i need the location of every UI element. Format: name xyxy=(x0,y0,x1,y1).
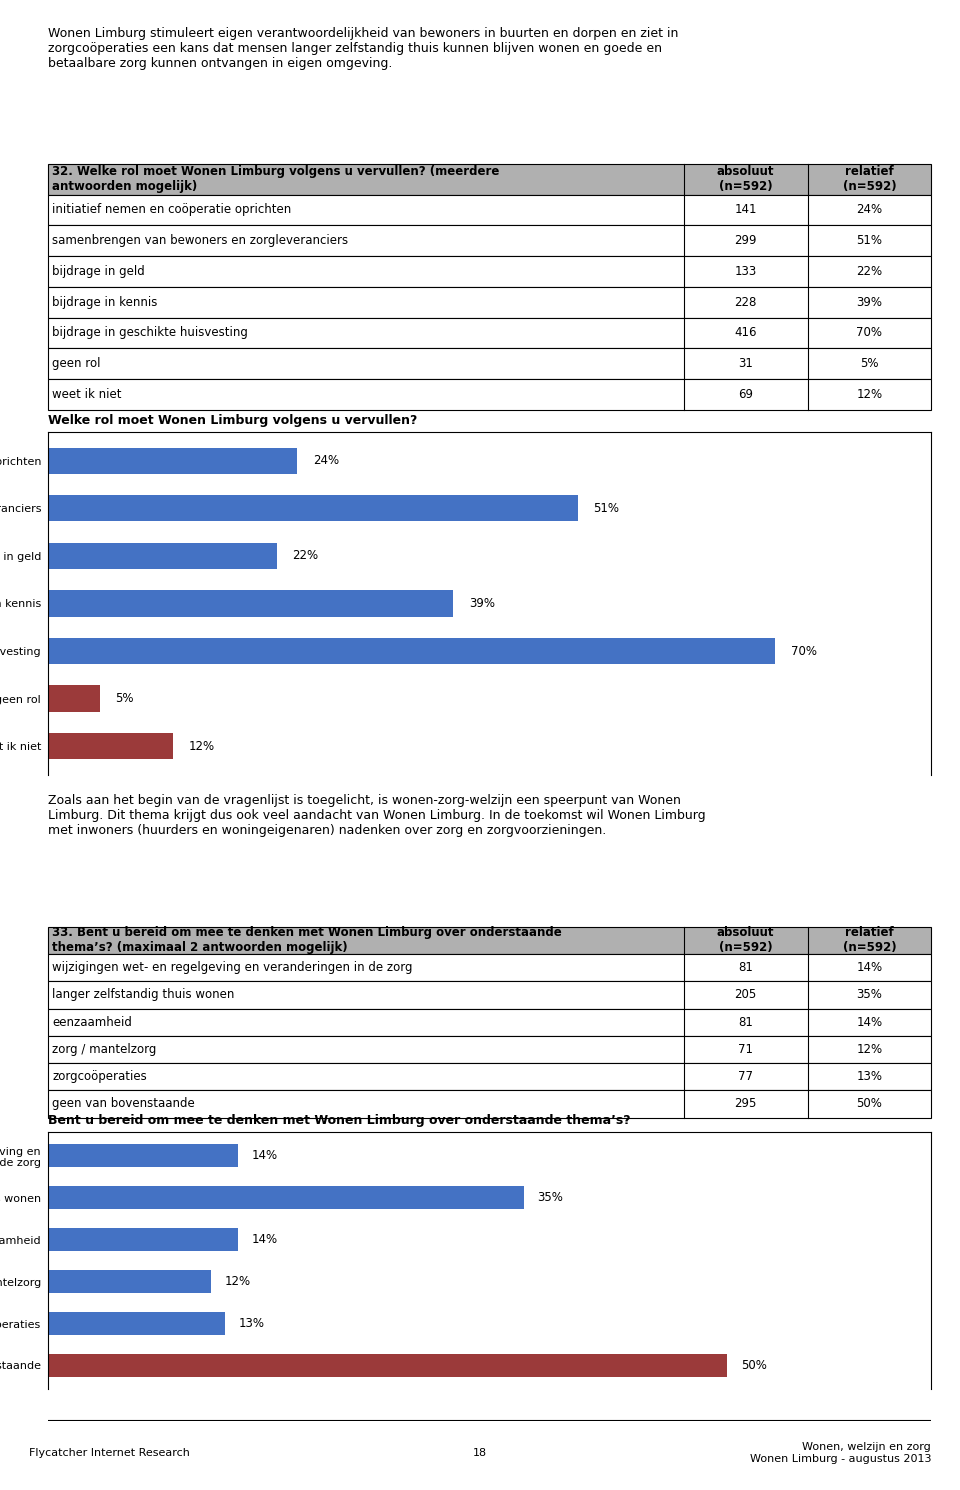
Text: 295: 295 xyxy=(734,1097,756,1110)
Text: 299: 299 xyxy=(734,234,757,247)
Text: 14%: 14% xyxy=(252,1234,278,1246)
Bar xyxy=(48,288,931,317)
Text: 77: 77 xyxy=(738,1070,754,1083)
Text: relatief
(n=592): relatief (n=592) xyxy=(843,927,897,955)
Text: 12%: 12% xyxy=(188,739,214,752)
Text: 22%: 22% xyxy=(292,550,319,562)
Text: 416: 416 xyxy=(734,326,757,340)
Text: samenbrengen van bewoners en zorgleveranciers: samenbrengen van bewoners en zorgleveran… xyxy=(53,234,348,247)
Text: 70%: 70% xyxy=(791,645,817,657)
Bar xyxy=(48,954,931,982)
Bar xyxy=(48,1354,728,1377)
Text: 141: 141 xyxy=(734,204,757,216)
Bar xyxy=(48,317,931,349)
Text: 50%: 50% xyxy=(856,1097,882,1110)
Text: 18: 18 xyxy=(473,1448,487,1459)
Bar xyxy=(48,927,931,954)
Text: 14%: 14% xyxy=(252,1149,278,1162)
Text: 14%: 14% xyxy=(856,1016,882,1028)
Text: Wonen, welzijn en zorg
Wonen Limburg - augustus 2013: Wonen, welzijn en zorg Wonen Limburg - a… xyxy=(750,1442,931,1463)
Text: 81: 81 xyxy=(738,1016,754,1028)
Bar xyxy=(48,378,931,410)
Text: 14%: 14% xyxy=(856,961,882,974)
Text: relatief
(n=592): relatief (n=592) xyxy=(843,165,897,194)
Text: 50%: 50% xyxy=(741,1359,767,1372)
Bar xyxy=(48,447,298,474)
Bar xyxy=(48,225,931,256)
Text: geen rol: geen rol xyxy=(53,358,101,370)
Text: bijdrage in kennis: bijdrage in kennis xyxy=(53,295,157,308)
Bar xyxy=(48,982,931,1009)
Text: bijdrage in geld: bijdrage in geld xyxy=(53,265,145,279)
Text: geen van bovenstaande: geen van bovenstaande xyxy=(53,1097,195,1110)
Text: 205: 205 xyxy=(734,988,756,1001)
Bar xyxy=(48,685,100,712)
Text: 13%: 13% xyxy=(856,1070,882,1083)
Bar xyxy=(48,542,276,569)
Bar xyxy=(48,1091,931,1118)
Text: 12%: 12% xyxy=(225,1275,251,1287)
Text: Bent u bereid om mee te denken met Wonen Limburg over onderstaande thema’s?: Bent u bereid om mee te denken met Wonen… xyxy=(48,1115,631,1126)
Text: 5%: 5% xyxy=(115,691,134,705)
Bar xyxy=(48,733,173,760)
Text: 69: 69 xyxy=(738,387,754,401)
Bar xyxy=(48,1036,931,1062)
Bar xyxy=(48,195,931,225)
Bar xyxy=(48,1186,523,1208)
Text: absoluut
(n=592): absoluut (n=592) xyxy=(717,927,775,955)
Text: zorg / mantelzorg: zorg / mantelzorg xyxy=(53,1043,156,1056)
Text: Zoals aan het begin van de vragenlijst is toegelicht, is wonen-zorg-welzijn een : Zoals aan het begin van de vragenlijst i… xyxy=(48,794,706,837)
Bar xyxy=(48,1313,225,1335)
Text: 22%: 22% xyxy=(856,265,882,279)
Text: 81: 81 xyxy=(738,961,754,974)
Text: weet ik niet: weet ik niet xyxy=(53,387,122,401)
Text: Welke rol moet Wonen Limburg volgens u vervullen?: Welke rol moet Wonen Limburg volgens u v… xyxy=(48,414,418,426)
Text: absoluut
(n=592): absoluut (n=592) xyxy=(717,165,775,194)
Text: 5%: 5% xyxy=(860,358,878,370)
Text: zorgcoöperaties: zorgcoöperaties xyxy=(53,1070,147,1083)
Text: 228: 228 xyxy=(734,295,756,308)
Text: bijdrage in geschikte huisvesting: bijdrage in geschikte huisvesting xyxy=(53,326,249,340)
Bar xyxy=(48,1269,211,1293)
Text: Flycatcher Internet Research: Flycatcher Internet Research xyxy=(29,1448,190,1459)
Bar xyxy=(48,495,578,522)
Bar xyxy=(48,256,931,288)
Text: 32. Welke rol moet Wonen Limburg volgens u vervullen? (meerdere
antwoorden mogel: 32. Welke rol moet Wonen Limburg volgens… xyxy=(53,165,500,194)
Text: Wonen Limburg stimuleert eigen verantwoordelijkheid van bewoners in buurten en d: Wonen Limburg stimuleert eigen verantwoo… xyxy=(48,27,679,70)
Text: wijzigingen wet- en regelgeving en veranderingen in de zorg: wijzigingen wet- en regelgeving en veran… xyxy=(53,961,413,974)
Bar xyxy=(48,638,776,665)
Bar xyxy=(48,1144,238,1167)
Text: initiatief nemen en coöperatie oprichten: initiatief nemen en coöperatie oprichten xyxy=(53,204,292,216)
Text: 51%: 51% xyxy=(856,234,882,247)
Text: 51%: 51% xyxy=(593,502,619,516)
Text: 71: 71 xyxy=(738,1043,754,1056)
Bar xyxy=(48,1009,931,1036)
Bar xyxy=(48,1062,931,1091)
Text: 39%: 39% xyxy=(856,295,882,308)
Text: 70%: 70% xyxy=(856,326,882,340)
Text: 13%: 13% xyxy=(238,1317,264,1331)
Bar xyxy=(48,1228,238,1252)
Bar xyxy=(48,164,931,195)
Bar xyxy=(48,349,931,378)
Text: eenzaamheid: eenzaamheid xyxy=(53,1016,132,1028)
Bar xyxy=(48,590,453,617)
Text: 12%: 12% xyxy=(856,387,882,401)
Text: 39%: 39% xyxy=(468,597,494,609)
Text: 35%: 35% xyxy=(856,988,882,1001)
Text: 35%: 35% xyxy=(538,1191,563,1204)
Text: 31: 31 xyxy=(738,358,754,370)
Text: 33. Bent u bereid om mee te denken met Wonen Limburg over onderstaande
thema’s? : 33. Bent u bereid om mee te denken met W… xyxy=(53,927,563,955)
Text: 24%: 24% xyxy=(313,454,339,468)
Text: 12%: 12% xyxy=(856,1043,882,1056)
Text: 133: 133 xyxy=(734,265,756,279)
Text: 24%: 24% xyxy=(856,204,882,216)
Text: langer zelfstandig thuis wonen: langer zelfstandig thuis wonen xyxy=(53,988,235,1001)
